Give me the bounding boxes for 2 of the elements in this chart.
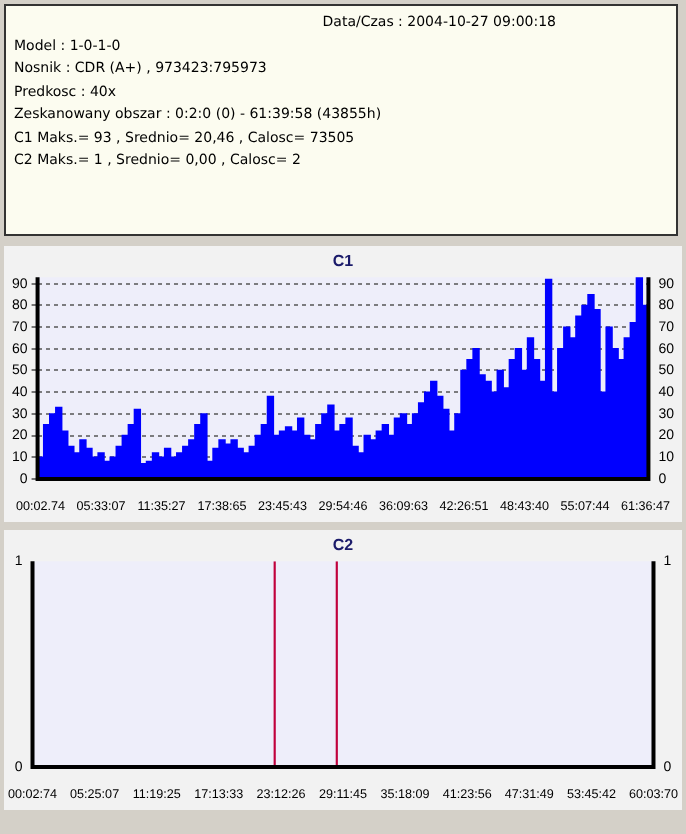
chart-title: C2 <box>332 536 355 555</box>
chart-title: C1 <box>332 252 355 271</box>
